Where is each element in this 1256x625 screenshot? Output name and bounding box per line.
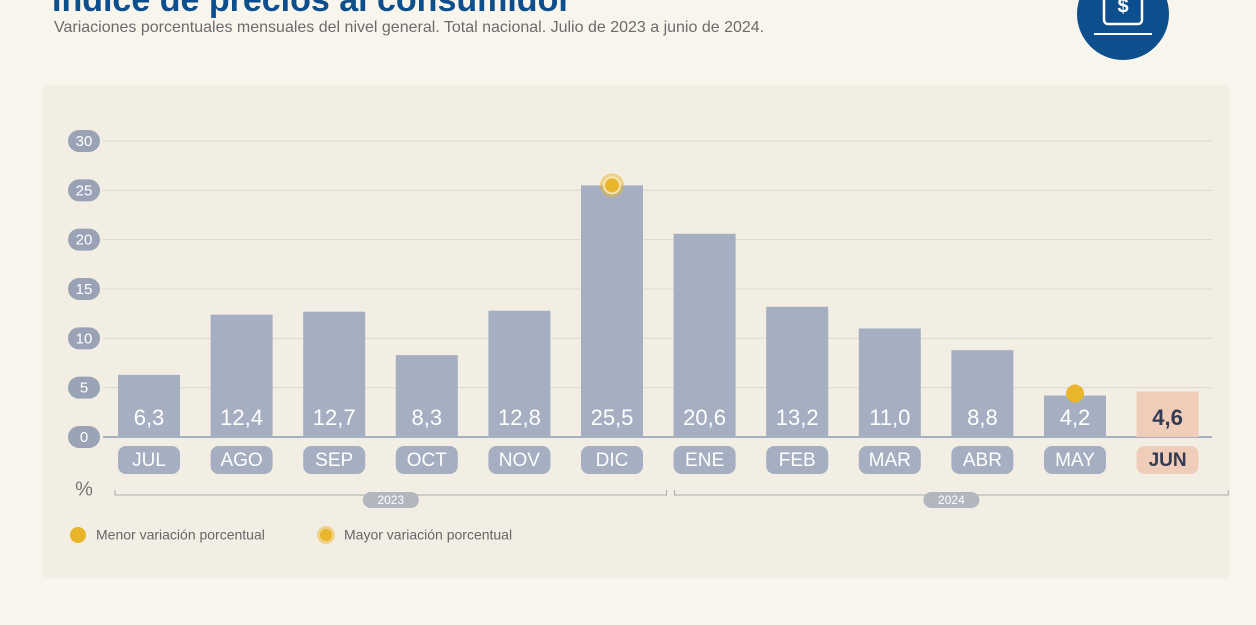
category-pill — [488, 446, 551, 474]
svg-text:$: $ — [1117, 0, 1128, 17]
value-label: 4,2 — [1060, 405, 1091, 430]
y-tick-label: 30 — [76, 133, 93, 150]
bar — [766, 306, 829, 437]
x-tick-label: ABR — [963, 450, 1002, 471]
bar — [395, 355, 458, 437]
category-pill — [210, 446, 273, 474]
y-tick-label: 10 — [76, 330, 93, 347]
y-tick-badge — [68, 426, 100, 448]
category-pill — [858, 446, 921, 474]
y-tick-label: 0 — [80, 429, 88, 446]
chart-subtitle: Variaciones porcentuales mensuales del n… — [54, 19, 764, 36]
bar — [581, 185, 643, 437]
y-tick-badge — [68, 327, 100, 350]
x-tick-label: FEB — [779, 450, 816, 471]
bar — [118, 374, 180, 437]
min-marker — [1066, 384, 1084, 403]
value-label: 8,3 — [412, 405, 443, 430]
x-tick-label: MAR — [869, 450, 911, 471]
bar — [210, 314, 273, 437]
y-tick-badge — [68, 130, 100, 152]
category-pill — [303, 446, 366, 474]
x-tick-label: AGO — [220, 450, 262, 471]
chart-title: Índice de precios al consumidor — [52, 0, 572, 19]
max-marker — [603, 176, 621, 195]
y-tick-badge — [68, 179, 100, 202]
logo: $ — [1077, 0, 1169, 60]
bar — [1136, 391, 1199, 437]
category-pill — [951, 446, 1014, 474]
y-tick-label: 20 — [76, 232, 93, 249]
value-label: 13,2 — [776, 405, 819, 430]
legend-marker — [320, 529, 332, 541]
value-label: 12,4 — [220, 405, 263, 430]
y-tick-badge — [68, 278, 100, 300]
group-pill — [362, 492, 419, 508]
x-tick-label: ENE — [685, 450, 724, 471]
value-label: 12,8 — [498, 405, 541, 430]
category-pill — [395, 446, 458, 474]
legend-label: Mayor variación porcentual — [344, 527, 512, 543]
y-axis-label: % — [75, 478, 93, 500]
category-pill — [1044, 446, 1106, 474]
x-tick-label: MAY — [1055, 450, 1095, 471]
bar — [858, 328, 921, 437]
category-pill — [673, 446, 736, 474]
category-pill — [118, 446, 180, 474]
group-pill — [923, 492, 980, 508]
y-tick-badge — [68, 228, 100, 251]
group-label: 2023 — [377, 493, 404, 507]
bar — [303, 311, 366, 437]
value-label: 11,0 — [869, 405, 910, 430]
value-label: 20,6 — [683, 405, 726, 430]
category-pill — [1136, 446, 1199, 474]
group-label: 2024 — [938, 493, 965, 507]
y-tick-label: 15 — [76, 281, 93, 298]
category-pill — [766, 446, 829, 474]
value-label: 6,3 — [134, 405, 165, 430]
value-label: 8,8 — [967, 405, 998, 430]
y-tick-label: 5 — [80, 380, 88, 397]
legend-label: Menor variación porcentual — [96, 527, 265, 543]
bar — [673, 233, 736, 437]
value-label: 25,5 — [591, 405, 634, 430]
x-tick-label: SEP — [315, 450, 353, 471]
y-tick-badge — [68, 376, 100, 399]
y-tick-label: 25 — [76, 182, 93, 199]
legend-marker — [70, 527, 86, 543]
x-tick-label: NOV — [499, 450, 541, 471]
value-label: 12,7 — [313, 405, 356, 430]
x-tick-label: DIC — [596, 450, 629, 471]
category-pill — [581, 446, 643, 474]
value-label: 4,6 — [1152, 405, 1183, 430]
x-tick-label: OCT — [407, 450, 448, 471]
x-tick-label: JUL — [132, 450, 166, 471]
bar — [488, 310, 551, 437]
bar — [951, 350, 1014, 437]
x-tick-label: JUN — [1149, 450, 1187, 471]
